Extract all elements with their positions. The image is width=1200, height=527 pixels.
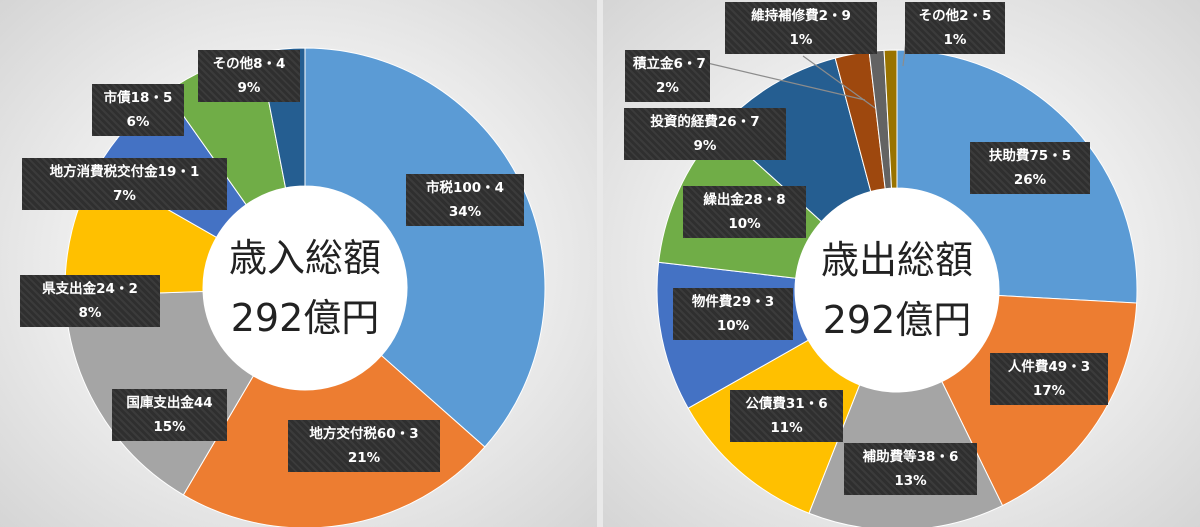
expenditure-label-name: 投資的経費26・7 xyxy=(650,114,760,130)
expenditure-label-name: その他2・5 xyxy=(918,8,992,24)
revenue-label-name: 市税100・4 xyxy=(425,180,505,196)
expenditure-label-name: 公債費31・6 xyxy=(745,396,828,412)
expenditure-total: 292億円 xyxy=(822,298,972,342)
expenditure-label-name: 維持補修費2・9 xyxy=(751,8,851,24)
expenditure-data-label: 繰出金28・8 10% xyxy=(683,186,806,238)
expenditure-leader-line-8 xyxy=(802,55,876,109)
expenditure-label-name: 扶助費75・5 xyxy=(988,148,1072,164)
expenditure-label-name: 積立金6・7 xyxy=(633,56,706,72)
expenditure-label-percent: 2% xyxy=(656,80,679,96)
revenue-label-percent: 8% xyxy=(78,305,102,321)
revenue-label-percent: 21% xyxy=(347,450,381,466)
expenditure-donut-hole xyxy=(795,188,999,392)
revenue-data-label: その他8・4 9% xyxy=(198,50,300,102)
expenditure-label-percent: 10% xyxy=(728,216,761,232)
revenue-label-percent: 9% xyxy=(237,80,261,96)
expenditure-label-percent: 10% xyxy=(716,318,750,334)
expenditure-data-label: 維持補修費2・9 1% xyxy=(725,2,877,54)
expenditure-label-percent: 11% xyxy=(770,420,803,436)
revenue-title: 歳入総額 xyxy=(228,236,381,280)
expenditure-center-text: 歳出総額 292億円 xyxy=(787,230,1007,350)
revenue-label-percent: 34% xyxy=(448,204,482,220)
revenue-label-name: 市債18・5 xyxy=(103,90,173,106)
revenue-donut-hole xyxy=(203,186,407,390)
expenditure-label-name: 補助費等38・6 xyxy=(862,449,959,465)
revenue-label-percent: 7% xyxy=(113,188,136,204)
expenditure-label-percent: 26% xyxy=(1013,172,1047,188)
expenditure-data-label: 投資的経費26・7 9% xyxy=(624,108,786,160)
revenue-data-label: 市債18・5 6% xyxy=(92,84,184,136)
revenue-data-label: 地方消費税交付金19・1 7% xyxy=(22,158,227,210)
expenditure-label-percent: 1% xyxy=(943,32,967,48)
expenditure-data-label: 人件費49・3 17% xyxy=(990,353,1108,405)
revenue-label-percent: 6% xyxy=(126,114,150,130)
expenditure-data-label: 公債費31・6 11% xyxy=(730,390,843,442)
panel-divider xyxy=(597,0,603,527)
revenue-label-percent: 15% xyxy=(153,419,186,435)
expenditure-label-percent: 1% xyxy=(789,32,813,48)
expenditure-label-name: 人件費49・3 xyxy=(1007,359,1091,375)
expenditure-label-name: 物件費29・3 xyxy=(691,294,775,310)
revenue-label-name: 地方消費税交付金19・1 xyxy=(49,164,200,180)
revenue-data-label: 地方交付税60・3 21% xyxy=(288,420,440,472)
expenditure-data-label: その他2・5 1% xyxy=(905,2,1005,54)
expenditure-leader-line-7 xyxy=(702,61,866,101)
expenditure-data-label: 補助費等38・6 13% xyxy=(844,443,977,495)
expenditure-data-label: 物件費29・3 10% xyxy=(673,288,793,340)
revenue-data-label: 国庫支出金44 15% xyxy=(112,389,227,441)
revenue-label-name: 国庫支出金44 xyxy=(126,395,213,411)
revenue-label-name: その他8・4 xyxy=(212,56,286,72)
expenditure-label-percent: 17% xyxy=(1032,383,1066,399)
revenue-total: 292億円 xyxy=(230,296,380,340)
expenditure-data-label: 積立金6・7 2% xyxy=(625,50,710,102)
revenue-chart-panel: 歳入総額 292億円 市税100・4 34% 地方交付税60・3 21% 国庫支出金44… xyxy=(0,0,597,527)
expenditure-label-percent: 13% xyxy=(894,473,927,489)
expenditure-label-name: 繰出金28・8 xyxy=(703,192,786,208)
expenditure-data-label: 扶助費75・5 26% xyxy=(970,142,1090,194)
revenue-label-name: 県支出金24・2 xyxy=(42,281,138,297)
revenue-center-text: 歳入総額 292億円 xyxy=(195,228,415,348)
expenditure-title: 歳出総額 xyxy=(820,238,973,282)
expenditure-chart-panel: 歳出総額 292億円 扶助費75・5 26% 人件費49・3 17% 補助費等38・6 1… xyxy=(603,0,1200,527)
revenue-data-label: 県支出金24・2 8% xyxy=(20,275,160,327)
revenue-label-name: 地方交付税60・3 xyxy=(309,426,419,442)
expenditure-label-percent: 9% xyxy=(693,138,717,154)
revenue-data-label: 市税100・4 34% xyxy=(406,174,524,226)
